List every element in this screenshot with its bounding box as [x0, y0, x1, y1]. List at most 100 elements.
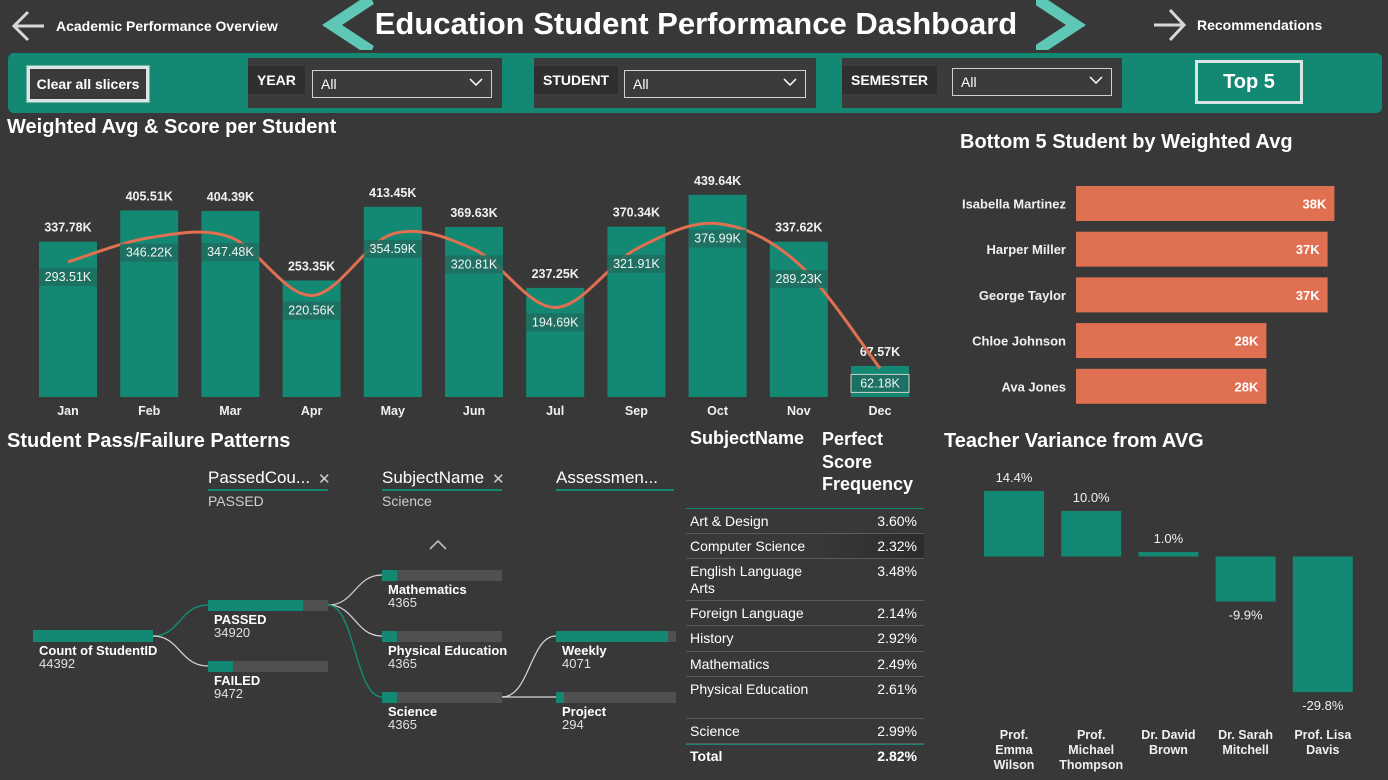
variance-bar[interactable] [1215, 556, 1276, 602]
close-icon[interactable]: ✕ [492, 471, 505, 488]
subject-cell: Physical Education [690, 681, 809, 697]
bar-data-label: 337.62K [775, 221, 822, 235]
bar-data-label: 28K [1235, 379, 1259, 394]
decomp-connectors [152, 574, 557, 698]
bar-data-label: 369.63K [450, 206, 497, 220]
decomp-node-value: 4365 [388, 717, 417, 732]
decomp-node-value: 4365 [388, 595, 417, 610]
table-row[interactable]: Foreign Language 2.14% [686, 601, 924, 626]
score-bar[interactable] [769, 241, 828, 397]
student-dropdown[interactable]: All [624, 70, 806, 98]
x-tick-label: Jan [57, 404, 79, 418]
score-bar[interactable] [363, 206, 422, 397]
svg-text:293.51K: 293.51K [45, 270, 92, 284]
table-row[interactable]: Computer Science 2.32% [686, 534, 924, 559]
variance-bar[interactable] [984, 490, 1044, 557]
bar-data-label: 404.39K [207, 190, 254, 204]
decomp-root-name: Count of StudentID [39, 643, 158, 658]
subject-cell: Computer Science [690, 538, 806, 554]
clear-slicers-button[interactable]: Clear all slicers [27, 66, 149, 102]
line-data-label: 289.23K [769, 269, 828, 288]
svg-text:376.99K: 376.99K [694, 232, 741, 246]
weighted-avg-bar[interactable] [1076, 186, 1335, 221]
close-icon[interactable]: ✕ [318, 471, 331, 488]
decomp-node-fill [382, 570, 397, 581]
decomp-node-name: Science [388, 704, 438, 719]
decomp-level1-head: PassedCou... [208, 468, 311, 487]
x-tick-label: Jun [463, 404, 485, 418]
table-row[interactable]: Physical Education 2.61% [686, 677, 924, 719]
top5-button[interactable]: Top 5 [1195, 60, 1303, 104]
teacher-name-label: Prof. Lisa Davis [1294, 728, 1352, 757]
line-data-label: 354.59K [363, 239, 422, 258]
decomp-level2-sub: Science [382, 493, 432, 509]
decomp-level3-header[interactable]: Assessmen... [556, 468, 676, 491]
decomp-node-name: FAILED [214, 673, 261, 688]
subject-cell: History [690, 630, 734, 646]
decomp-node-track [382, 631, 502, 642]
x-tick-label: Feb [138, 404, 161, 418]
decomp-node-track [382, 692, 502, 703]
table-header-subject: SubjectName [690, 428, 805, 448]
score-bar[interactable] [526, 287, 585, 397]
bar-data-label: 337.78K [44, 221, 91, 235]
score-bar[interactable] [39, 241, 97, 397]
table-row[interactable]: Art & Design 3.60% [686, 509, 924, 534]
subject-cell: Mathematics [690, 656, 770, 672]
decomp-root-bar [33, 630, 153, 642]
decomp-tree-title: Student Pass/Failure Patterns [7, 430, 291, 452]
subject-cell: Science [690, 723, 740, 739]
line-data-label: 320.81K [445, 255, 503, 274]
teacher-name-label: Dr. David Brown [1141, 728, 1195, 757]
weighted-avg-bar[interactable] [1076, 323, 1267, 359]
variance-bar[interactable] [1292, 556, 1353, 693]
bar-data-label: 28K [1235, 334, 1259, 349]
variance-bar[interactable] [1138, 551, 1199, 557]
table-total-label: Total [690, 748, 723, 764]
year-dropdown-value: All [321, 76, 337, 92]
weighted-avg-bar[interactable] [1076, 231, 1328, 267]
decomp-level1-sub: PASSED [208, 493, 264, 509]
weighted-avg-bar[interactable] [1076, 368, 1267, 404]
teacher-variance-chart: 14.4% Prof. Emma Wilson 10.0% Prof. Michael Tho… [984, 470, 1353, 772]
score-bar[interactable] [607, 226, 666, 397]
score-bar[interactable] [282, 280, 341, 397]
svg-text:194.69K: 194.69K [532, 315, 579, 329]
decomp-level3-head: Assessmen... [556, 468, 659, 487]
student-name-label: Ava Jones [1001, 379, 1066, 394]
semester-dropdown[interactable]: All [952, 68, 1112, 96]
weighted-avg-chart-title: Weighted Avg & Score per Student [7, 116, 337, 138]
table-row[interactable]: Science 2.99% [686, 719, 924, 744]
table-header-frequency: Perfect Score Frequency [822, 429, 914, 494]
teacher-variance-title: Teacher Variance from AVG [944, 430, 1204, 452]
subject-cell: Art & Design [690, 513, 769, 529]
back-nav[interactable]: Academic Performance Overview [10, 10, 300, 42]
decomp-node-fill [556, 631, 668, 642]
table-row[interactable]: English Language Arts 3.48% [686, 559, 924, 601]
chevron-up-icon[interactable] [428, 538, 448, 552]
bar-data-label: 253.35K [288, 259, 335, 273]
table-header-divider [686, 508, 924, 509]
bar-data-label: 439.64K [694, 174, 741, 188]
decomp-node-fill [382, 692, 397, 703]
year-dropdown[interactable]: All [312, 70, 492, 98]
decomp-node-name: Project [562, 704, 607, 719]
decomp-level1-header[interactable]: PassedCou... PASSED ✕ [208, 468, 331, 509]
subject-cell: English Language Arts [690, 563, 803, 596]
line-data-label: 293.51K [39, 267, 97, 286]
decomp-level2-underline [382, 489, 502, 491]
student-dropdown-value: All [633, 76, 649, 92]
chevron-down-icon [469, 78, 483, 87]
year-slicer: YEAR All [248, 58, 502, 108]
variance-bar[interactable] [1061, 511, 1122, 557]
score-bar[interactable] [201, 210, 260, 397]
decomp-node-track [556, 631, 676, 642]
next-nav[interactable]: Recommendations [1152, 8, 1342, 42]
bar-data-label: 10.0% [1073, 490, 1110, 505]
weighted-avg-bar[interactable] [1076, 277, 1328, 313]
year-slicer-label: YEAR [248, 66, 305, 94]
table-row[interactable]: History 2.92% [686, 626, 924, 652]
decomp-level2-header[interactable]: SubjectName Science ✕ [382, 468, 506, 509]
score-bar[interactable] [445, 226, 503, 397]
table-row[interactable]: Mathematics 2.49% [686, 652, 924, 677]
